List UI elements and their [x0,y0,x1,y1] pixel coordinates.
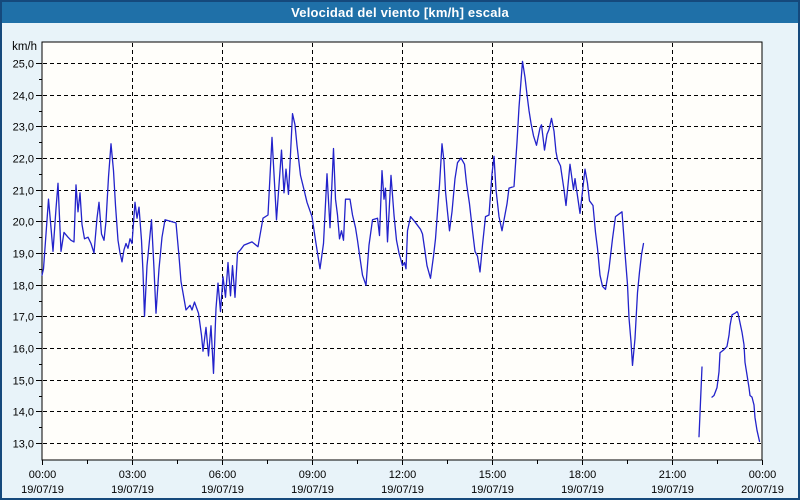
y-axis-tick-label: 19,0 [13,249,34,261]
x-axis-date-label: 20/07/19 [741,484,784,496]
x-axis-time-label: 18:00 [569,469,597,481]
x-axis-date-label: 19/07/19 [651,484,694,496]
x-axis-date-label: 19/07/19 [21,484,64,496]
x-axis-date-label: 19/07/19 [111,484,154,496]
y-axis-unit-label: km/h [12,41,37,53]
y-axis-tick-label: 18,0 [13,281,34,293]
x-axis-date-label: 19/07/19 [201,484,244,496]
x-axis-date-label: 19/07/19 [291,484,334,496]
x-axis-time-label: 15:00 [479,469,507,481]
y-axis-tick-label: 17,0 [13,312,34,324]
x-axis-time-label: 03:00 [119,469,147,481]
y-axis-tick-label: 16,0 [13,344,34,356]
x-axis-date-label: 19/07/19 [381,484,424,496]
wind-speed-chart: 25,0 24,0 23,0 22,0 21,0 20,0 19,0 18,0 17,0 16,0… [12,41,784,496]
y-axis-tick-label: 24,0 [13,91,34,103]
wind-speed-line [698,366,703,438]
wind-speed-line [711,310,761,443]
chart-area: 25,0 24,0 23,0 22,0 21,0 20,0 19,0 18,0 17,0 16,0… [2,23,798,498]
y-axis-tick-label: 22,0 [13,154,34,166]
y-axis-tick-label: 20,0 [13,217,34,229]
y-axis-tick-label: 25,0 [13,59,34,71]
plot-frame [41,41,763,461]
wind-speed-line [41,60,645,374]
y-axis-tick-label: 23,0 [13,122,34,134]
y-axis-tick-label: 15,0 [13,376,34,388]
chart-title: Velocidad del viento [km/h] escala [291,5,509,20]
y-axis-tick-label: 13,0 [13,439,34,451]
y-axis-tick-label: 21,0 [13,186,34,198]
x-axis-time-label: 12:00 [389,469,417,481]
x-axis-time-label: 09:00 [299,469,327,481]
x-axis-time-label: 06:00 [209,469,237,481]
x-axis-date-label: 19/07/19 [561,484,604,496]
x-axis-date-label: 19/07/19 [471,484,514,496]
x-axis-time-label: 21:00 [659,469,687,481]
x-axis-time-label: 00:00 [29,469,57,481]
x-axis-time-label: 00:00 [749,469,777,481]
title-bar: Velocidad del viento [km/h] escala [2,2,798,23]
y-axis-tick-label: 14,0 [13,407,34,419]
